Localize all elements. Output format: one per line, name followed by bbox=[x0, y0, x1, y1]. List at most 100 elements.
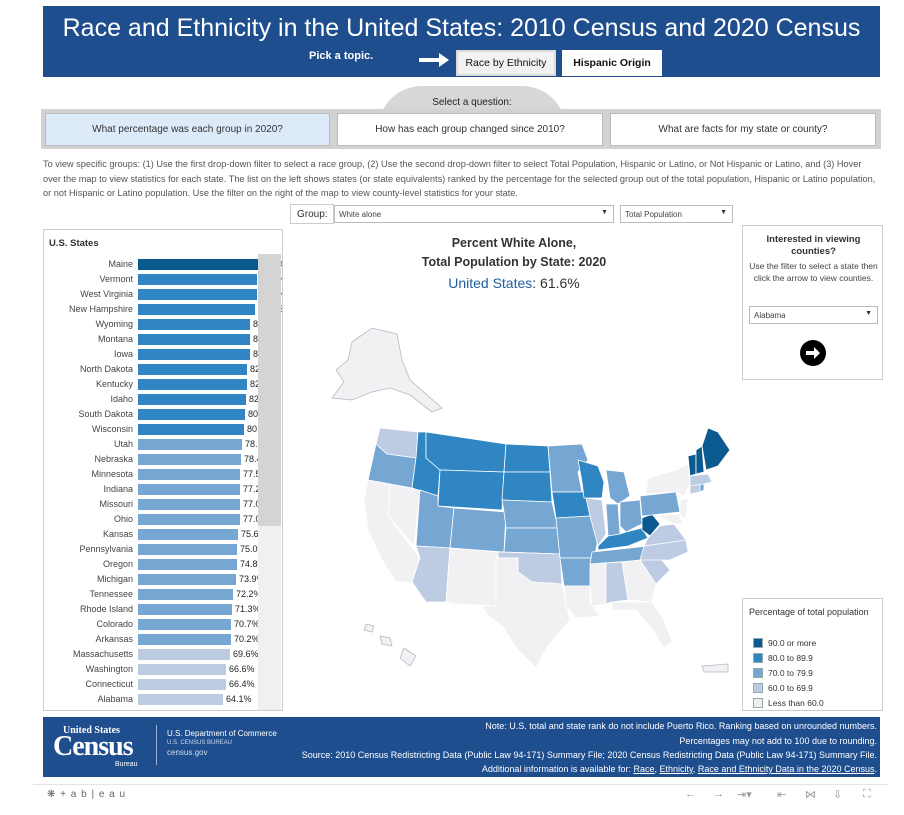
fullscreen-icon[interactable]: ⛶ bbox=[863, 788, 871, 800]
state-alaska[interactable] bbox=[331, 327, 443, 413]
state-rank-bar[interactable] bbox=[138, 559, 237, 570]
reset-icon[interactable]: ⇤ bbox=[777, 789, 787, 801]
state-rank-row[interactable]: Wisconsin80.4% bbox=[44, 422, 282, 437]
state-new-york[interactable] bbox=[645, 463, 691, 497]
state-georgia[interactable] bbox=[621, 559, 657, 603]
link-race-ethnicity-2020[interactable]: Race and Ethnicity Data in the 2020 Cens… bbox=[697, 764, 875, 774]
state-colorado[interactable] bbox=[449, 507, 507, 553]
state-rank-row[interactable]: Minnesota 77.5% bbox=[44, 467, 282, 482]
legend-item[interactable]: 70.0 to 79.9 bbox=[753, 667, 813, 679]
state-missouri[interactable] bbox=[555, 515, 599, 559]
state-rank-bar[interactable] bbox=[138, 439, 242, 450]
state-ohio[interactable] bbox=[619, 499, 643, 533]
state-nevada[interactable] bbox=[387, 483, 421, 547]
state-rank-row[interactable]: Massachusetts 69.6% bbox=[44, 647, 282, 662]
state-texas[interactable] bbox=[481, 557, 571, 669]
state-rank-bar[interactable] bbox=[138, 304, 255, 315]
state-rank-row[interactable]: Idaho82.1% bbox=[44, 392, 282, 407]
state-rank-bar[interactable] bbox=[138, 664, 226, 675]
state-north-dakota[interactable] bbox=[503, 443, 551, 473]
state-indiana[interactable] bbox=[605, 503, 621, 537]
state-new-jersey[interactable] bbox=[679, 497, 689, 519]
group-dropdown[interactable]: White alone ▼ bbox=[334, 205, 614, 223]
state-rank-row[interactable]: West Virginia89.8% bbox=[44, 287, 282, 302]
population-dropdown[interactable]: Total Population ▼ bbox=[620, 205, 733, 223]
arrow-right-circle-icon[interactable] bbox=[800, 340, 826, 366]
state-pennsylvania[interactable] bbox=[639, 491, 681, 517]
state-rank-row[interactable]: Iowa84.5% bbox=[44, 347, 282, 362]
state-rank-bar[interactable] bbox=[138, 469, 240, 480]
state-rank-row[interactable]: Utah 78.7% bbox=[44, 437, 282, 452]
state-rank-bar[interactable] bbox=[138, 574, 236, 585]
topic-hispanic-origin-button[interactable]: Hispanic Origin bbox=[562, 50, 662, 76]
state-rank-row[interactable]: Maine90.8% bbox=[44, 257, 282, 272]
state-rank-row[interactable]: Wyoming84.7% bbox=[44, 317, 282, 332]
state-arkansas[interactable] bbox=[559, 557, 593, 587]
state-illinois[interactable] bbox=[585, 497, 607, 547]
states-list-scroll-thumb[interactable] bbox=[258, 254, 281, 526]
topic-race-by-ethnicity-button[interactable]: Race by Ethnicity bbox=[456, 50, 556, 76]
state-rank-bar[interactable] bbox=[138, 694, 223, 705]
state-alabama[interactable] bbox=[605, 561, 629, 605]
state-nebraska[interactable] bbox=[501, 499, 559, 529]
state-mississippi[interactable] bbox=[589, 562, 607, 607]
state-rank-row[interactable]: Kentucky82.4% bbox=[44, 377, 282, 392]
legend-item[interactable]: 90.0 or more bbox=[753, 637, 816, 649]
state-hawaii[interactable] bbox=[363, 623, 417, 667]
state-rank-bar[interactable] bbox=[138, 484, 240, 495]
states-ranking-list[interactable]: Maine90.8%Vermont89.8%West Virginia89.8%… bbox=[44, 257, 282, 710]
state-rank-row[interactable]: Kansas 75.6% bbox=[44, 527, 282, 542]
state-rank-bar[interactable] bbox=[138, 274, 257, 285]
legend-item[interactable]: 60.0 to 69.9 bbox=[753, 682, 813, 694]
state-rank-bar[interactable] bbox=[138, 379, 247, 390]
state-rank-bar[interactable] bbox=[138, 514, 240, 525]
state-kansas[interactable] bbox=[503, 527, 561, 555]
state-rank-bar[interactable] bbox=[138, 544, 237, 555]
state-rank-bar[interactable] bbox=[138, 634, 231, 645]
state-new-hampshire[interactable] bbox=[695, 445, 705, 475]
question-tab-state-county-facts[interactable]: What are facts for my state or county? bbox=[610, 113, 876, 146]
state-rank-bar[interactable] bbox=[138, 349, 250, 360]
state-virginia[interactable] bbox=[643, 523, 687, 547]
question-tab-percentage-2020[interactable]: What percentage was each group in 2020? bbox=[45, 113, 330, 146]
state-south-dakota[interactable] bbox=[501, 471, 553, 503]
revert-icon[interactable]: ⇥▾ bbox=[737, 789, 752, 801]
state-rank-row[interactable]: Alabama 64.1% bbox=[44, 692, 282, 707]
state-rank-row[interactable]: Connecticut 66.4% bbox=[44, 677, 282, 692]
state-rank-row[interactable]: Michigan 73.9% bbox=[44, 572, 282, 587]
state-rank-bar[interactable] bbox=[138, 409, 245, 420]
census-site-link[interactable]: census.gov bbox=[167, 748, 208, 757]
state-rank-bar[interactable] bbox=[138, 424, 244, 435]
state-rank-row[interactable]: Pennsylvania 75.0% bbox=[44, 542, 282, 557]
state-rank-bar[interactable] bbox=[138, 334, 250, 345]
state-select-dropdown[interactable]: Alabama ▼ bbox=[749, 306, 878, 324]
state-rank-bar[interactable] bbox=[138, 499, 240, 510]
legend-item[interactable]: Less than 60.0 bbox=[753, 697, 824, 709]
state-rank-bar[interactable] bbox=[138, 259, 258, 270]
state-new-mexico[interactable] bbox=[445, 547, 499, 607]
state-rank-row[interactable]: Colorado 70.7% bbox=[44, 617, 282, 632]
state-rank-row[interactable]: New Hampshire88.3% bbox=[44, 302, 282, 317]
state-rank-row[interactable]: Tennessee 72.2% bbox=[44, 587, 282, 602]
state-rank-bar[interactable] bbox=[138, 679, 226, 690]
redo-icon[interactable]: → bbox=[713, 788, 724, 800]
state-wisconsin[interactable] bbox=[577, 459, 605, 499]
state-rank-bar[interactable] bbox=[138, 619, 231, 630]
state-rank-bar[interactable] bbox=[138, 529, 238, 540]
state-michigan[interactable] bbox=[605, 469, 631, 505]
state-rank-row[interactable]: Montana84.5% bbox=[44, 332, 282, 347]
undo-icon[interactable]: ← bbox=[685, 788, 696, 800]
state-rank-row[interactable]: Ohio 77.0% bbox=[44, 512, 282, 527]
state-rank-row[interactable]: Oregon 74.8% bbox=[44, 557, 282, 572]
share-icon[interactable]: ⋈ bbox=[805, 789, 816, 801]
state-rank-bar[interactable] bbox=[138, 649, 230, 660]
state-rank-row[interactable]: Rhode Island 71.3% bbox=[44, 602, 282, 617]
question-tab-change-since-2010[interactable]: How has each group changed since 2010? bbox=[337, 113, 603, 146]
state-rank-row[interactable]: Nebraska 78.4% bbox=[44, 452, 282, 467]
state-rank-bar[interactable] bbox=[138, 454, 241, 465]
state-rank-bar[interactable] bbox=[138, 289, 257, 300]
state-florida[interactable] bbox=[611, 601, 673, 649]
tableau-logo[interactable]: ❋ + a b | e a u bbox=[47, 789, 126, 800]
state-montana[interactable] bbox=[425, 431, 507, 473]
state-rank-row[interactable]: Washington 66.6% bbox=[44, 662, 282, 677]
